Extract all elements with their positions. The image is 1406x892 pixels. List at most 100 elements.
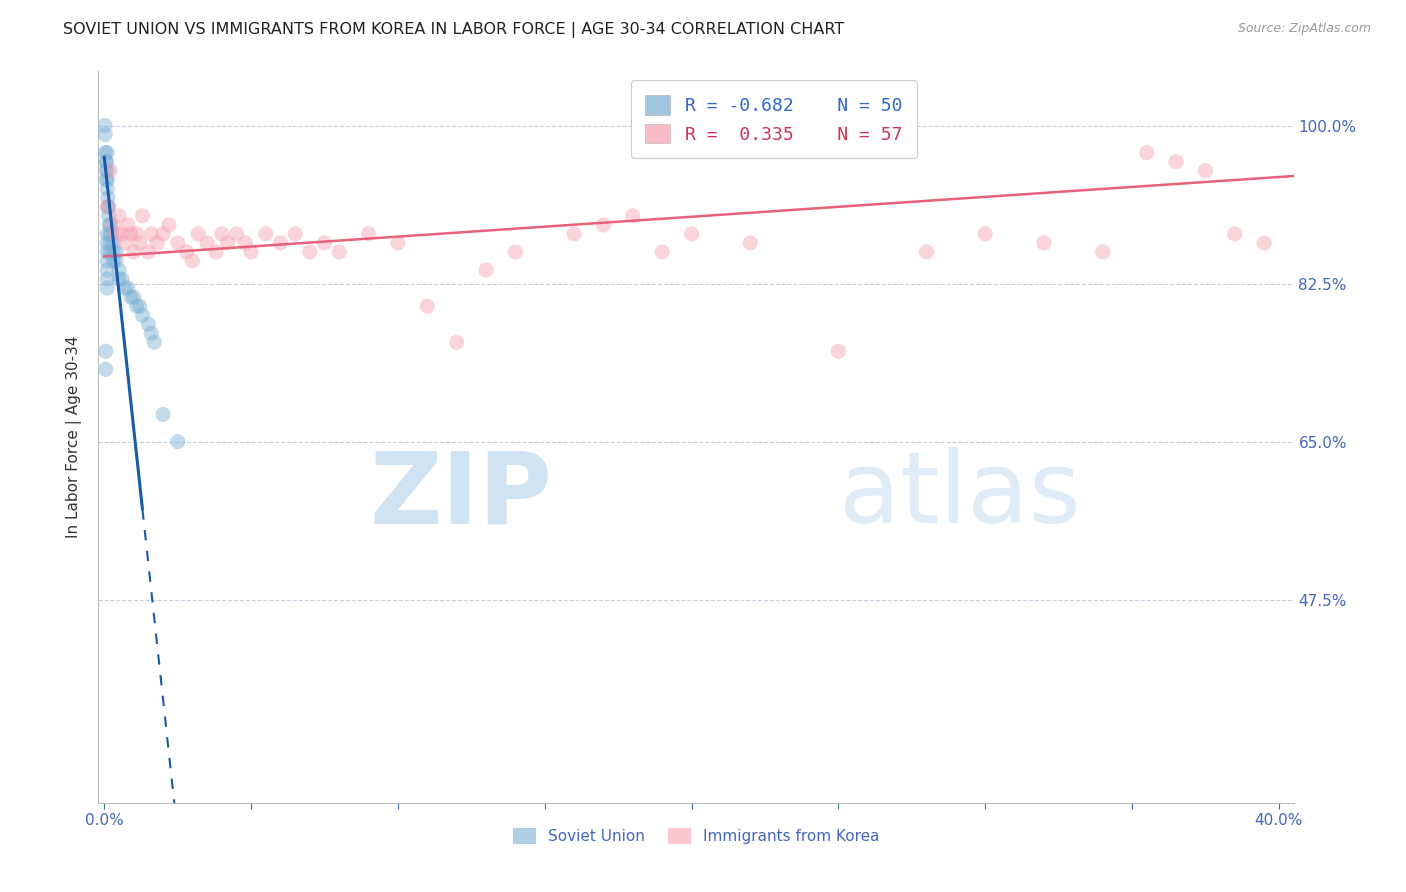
Point xyxy=(314,235,336,250)
Point xyxy=(122,244,145,259)
Point xyxy=(176,244,198,259)
Point xyxy=(105,244,128,259)
Point xyxy=(105,227,128,241)
Point xyxy=(94,163,117,178)
Point xyxy=(96,281,118,295)
Point xyxy=(357,227,380,241)
Point xyxy=(111,227,134,241)
Point xyxy=(96,200,118,214)
Point xyxy=(108,209,131,223)
Point xyxy=(98,244,121,259)
Point xyxy=(681,227,703,241)
Point xyxy=(108,272,131,286)
Point xyxy=(120,227,142,241)
Point xyxy=(120,290,142,304)
Point xyxy=(125,227,148,241)
Point xyxy=(1194,163,1216,178)
Point xyxy=(101,218,124,232)
Point xyxy=(187,227,209,241)
Point xyxy=(1253,235,1275,250)
Point xyxy=(101,235,124,250)
Point xyxy=(96,227,118,241)
Point xyxy=(211,227,233,241)
Point xyxy=(98,227,121,241)
Point xyxy=(1032,235,1054,250)
Point xyxy=(152,227,174,241)
Point xyxy=(128,235,150,250)
Text: Source: ZipAtlas.com: Source: ZipAtlas.com xyxy=(1237,22,1371,36)
Point xyxy=(651,244,673,259)
Point xyxy=(143,335,166,350)
Point xyxy=(475,263,498,277)
Point xyxy=(328,244,350,259)
Point xyxy=(1223,227,1246,241)
Point xyxy=(96,254,118,268)
Point xyxy=(166,235,188,250)
Point xyxy=(97,200,120,214)
Point xyxy=(94,145,117,160)
Point xyxy=(827,344,849,359)
Point xyxy=(416,299,439,313)
Point xyxy=(98,218,121,232)
Point xyxy=(117,218,139,232)
Point xyxy=(97,191,120,205)
Point xyxy=(562,227,585,241)
Point xyxy=(96,172,118,186)
Point xyxy=(387,235,409,250)
Point xyxy=(108,263,131,277)
Text: ZIP: ZIP xyxy=(370,447,553,544)
Point xyxy=(446,335,468,350)
Point xyxy=(111,272,134,286)
Point xyxy=(96,172,118,186)
Point xyxy=(240,244,263,259)
Point xyxy=(205,244,228,259)
Point xyxy=(1164,154,1187,169)
Point xyxy=(592,218,614,232)
Point xyxy=(141,227,163,241)
Point xyxy=(195,235,218,250)
Point xyxy=(96,244,118,259)
Point xyxy=(98,163,121,178)
Point xyxy=(298,244,321,259)
Point xyxy=(125,299,148,313)
Point xyxy=(146,235,169,250)
Point xyxy=(225,227,247,241)
Point xyxy=(217,235,239,250)
Point xyxy=(131,209,153,223)
Point xyxy=(284,227,307,241)
Point xyxy=(96,154,118,169)
Point xyxy=(505,244,527,259)
Point xyxy=(101,254,124,268)
Point xyxy=(915,244,938,259)
Point xyxy=(100,227,122,241)
Point xyxy=(122,290,145,304)
Point xyxy=(94,119,117,133)
Point xyxy=(138,244,160,259)
Point xyxy=(94,344,117,359)
Point xyxy=(621,209,644,223)
Point xyxy=(740,235,762,250)
Point xyxy=(97,209,120,223)
Point xyxy=(138,317,160,331)
Point xyxy=(1091,244,1114,259)
Point xyxy=(974,227,997,241)
Point xyxy=(181,254,204,268)
Point xyxy=(1136,145,1159,160)
Point xyxy=(96,263,118,277)
Point xyxy=(254,227,277,241)
Point xyxy=(114,281,136,295)
Legend: Soviet Union, Immigrants from Korea: Soviet Union, Immigrants from Korea xyxy=(506,822,886,850)
Point xyxy=(94,128,117,142)
Text: atlas: atlas xyxy=(839,447,1081,544)
Point xyxy=(157,218,180,232)
Point xyxy=(98,235,121,250)
Point xyxy=(98,218,121,232)
Point xyxy=(105,254,128,268)
Point xyxy=(94,154,117,169)
Point xyxy=(114,235,136,250)
Point xyxy=(141,326,163,341)
Point xyxy=(96,272,118,286)
Point xyxy=(117,281,139,295)
Point xyxy=(131,308,153,322)
Text: SOVIET UNION VS IMMIGRANTS FROM KOREA IN LABOR FORCE | AGE 30-34 CORRELATION CHA: SOVIET UNION VS IMMIGRANTS FROM KOREA IN… xyxy=(63,22,845,38)
